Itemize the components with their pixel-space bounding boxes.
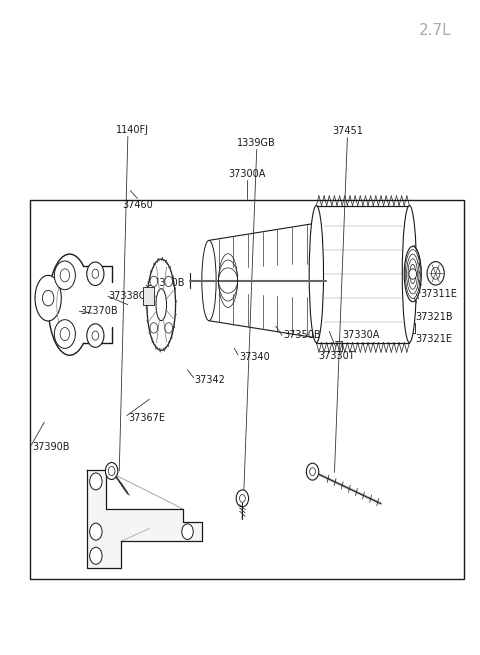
Text: 2.7L: 2.7L (420, 23, 452, 38)
Ellipse shape (404, 246, 421, 302)
Text: 37451: 37451 (332, 126, 363, 136)
Text: 1140FJ: 1140FJ (116, 125, 149, 135)
Circle shape (87, 262, 104, 286)
Circle shape (90, 473, 102, 490)
Circle shape (150, 323, 157, 333)
Ellipse shape (147, 259, 176, 350)
Text: 37321E: 37321E (416, 333, 453, 344)
Polygon shape (87, 470, 202, 567)
Circle shape (90, 523, 102, 540)
Text: 37311E: 37311E (420, 289, 457, 299)
Circle shape (92, 331, 99, 340)
Text: 37460: 37460 (122, 200, 153, 210)
Circle shape (432, 267, 440, 279)
Circle shape (306, 463, 319, 480)
Text: 37338C: 37338C (109, 291, 146, 301)
Circle shape (427, 261, 444, 285)
Circle shape (92, 269, 99, 278)
Circle shape (54, 261, 75, 290)
Circle shape (236, 490, 249, 507)
Text: 37360B: 37360B (147, 278, 184, 288)
Circle shape (42, 290, 54, 306)
Circle shape (310, 468, 315, 476)
Circle shape (165, 323, 172, 333)
Ellipse shape (35, 275, 61, 321)
Circle shape (106, 462, 118, 479)
Circle shape (60, 328, 70, 341)
Text: 37342: 37342 (195, 375, 226, 384)
Text: 37330A: 37330A (343, 330, 380, 341)
Ellipse shape (309, 206, 324, 343)
Text: 37370B: 37370B (80, 306, 118, 316)
Circle shape (108, 466, 115, 476)
Text: 37330T: 37330T (319, 351, 355, 361)
Circle shape (60, 269, 70, 282)
Bar (30, 200, 464, 578)
Circle shape (240, 495, 245, 502)
Bar (143, 287, 154, 305)
Text: 37340: 37340 (239, 352, 270, 362)
Circle shape (90, 548, 102, 564)
Ellipse shape (156, 289, 167, 321)
Circle shape (409, 269, 417, 279)
Circle shape (165, 276, 172, 287)
Text: 37300A: 37300A (228, 169, 266, 179)
Circle shape (54, 320, 75, 348)
Text: 37321B: 37321B (416, 312, 453, 322)
Text: 37367E: 37367E (128, 413, 165, 422)
Ellipse shape (202, 240, 216, 321)
Text: 37350B: 37350B (283, 330, 321, 341)
Ellipse shape (402, 206, 417, 343)
Circle shape (150, 276, 157, 287)
Text: 37390B: 37390B (33, 442, 70, 452)
Text: 1339GB: 1339GB (237, 138, 276, 148)
Circle shape (87, 324, 104, 347)
Circle shape (182, 524, 193, 540)
